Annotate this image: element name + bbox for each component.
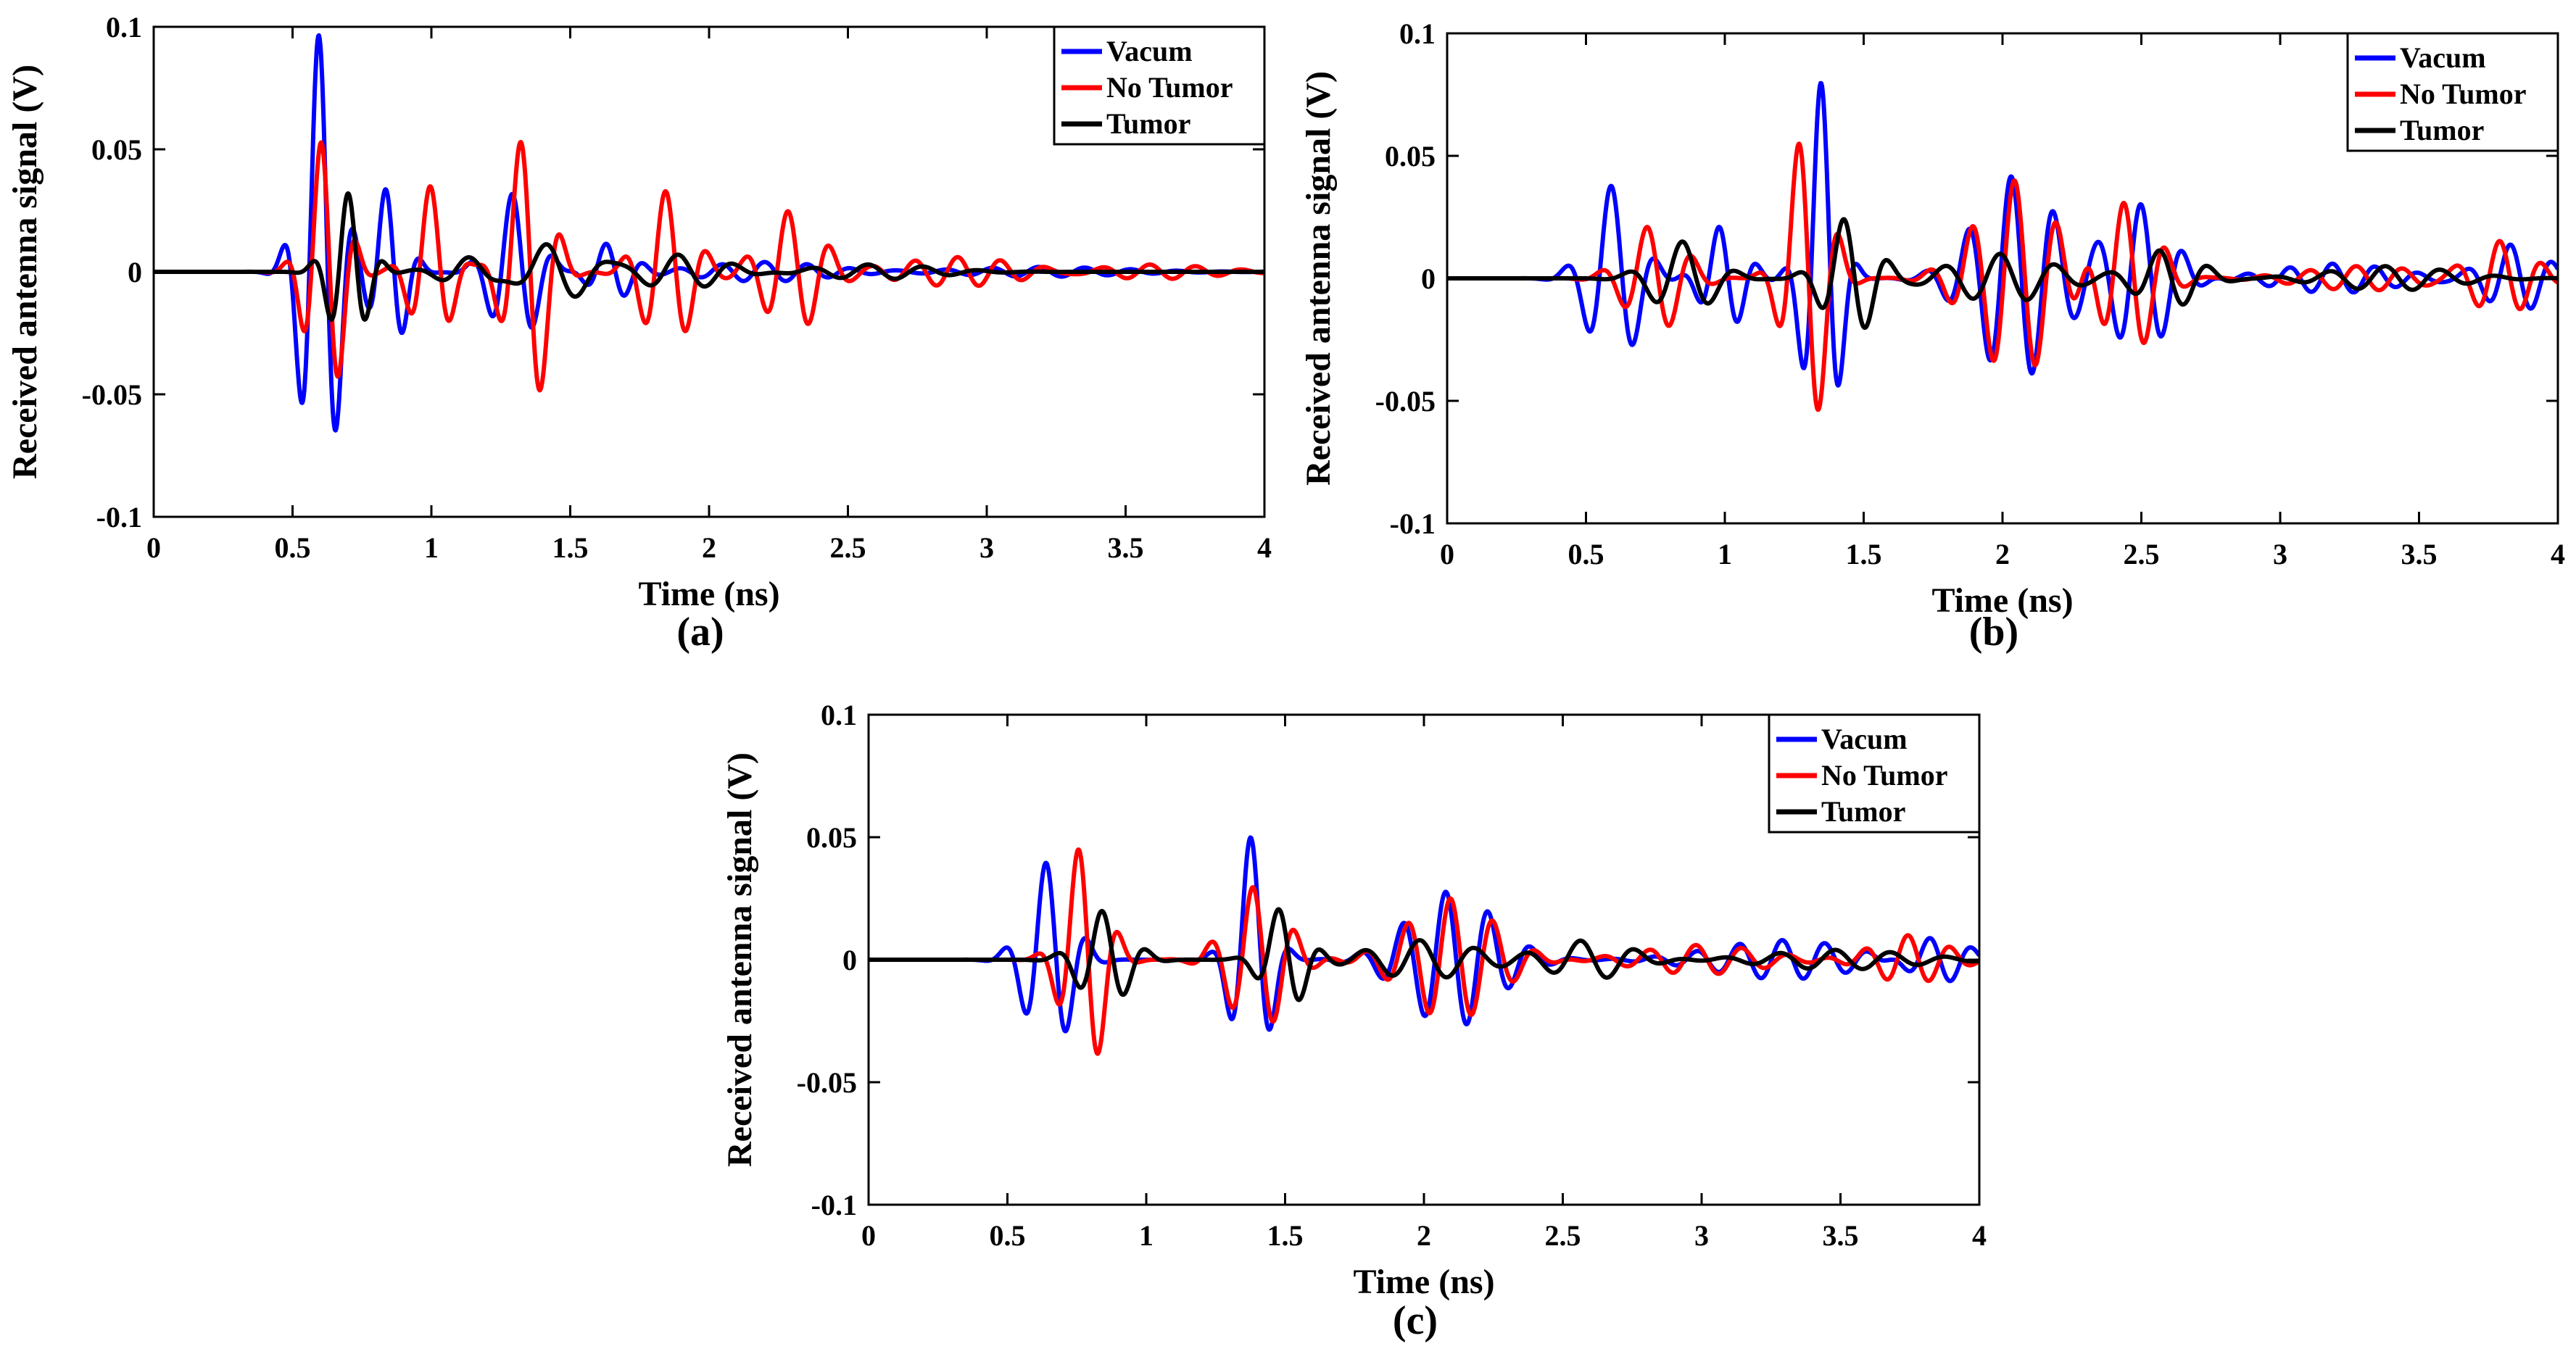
x-tick-label: 0.5 bbox=[1568, 538, 1604, 570]
y-tick-label: 0 bbox=[128, 256, 142, 288]
x-tick-label: 3 bbox=[2273, 538, 2287, 570]
series-line-no-tumor bbox=[154, 140, 1264, 393]
series-line-tumor bbox=[154, 191, 1264, 322]
y-tick-label: 0.05 bbox=[1385, 140, 1436, 173]
x-tick-label: 2 bbox=[702, 531, 716, 564]
x-tick-label: 1.5 bbox=[552, 531, 589, 564]
x-tick-label: 2.5 bbox=[2124, 538, 2160, 570]
x-tick-label: 3.5 bbox=[1108, 531, 1144, 564]
x-axis-label: Time (ns) bbox=[638, 575, 779, 613]
panel-label: (b) bbox=[1969, 610, 2018, 655]
x-tick-label: 0 bbox=[1440, 538, 1454, 570]
x-tick-label: 3.5 bbox=[2401, 538, 2438, 570]
series-line-no-tumor bbox=[1447, 141, 2558, 412]
panel-label: (a) bbox=[676, 610, 724, 655]
y-tick-label: -0.05 bbox=[82, 378, 142, 411]
y-axis-label: Received antenna signal (V) bbox=[721, 752, 759, 1167]
x-tick-label: 4 bbox=[1972, 1219, 1987, 1252]
legend: Vacum No Tumor Tumor bbox=[2346, 32, 2559, 152]
legend-entry: Tumor bbox=[1106, 107, 1190, 140]
y-tick-label: 0 bbox=[1421, 262, 1436, 295]
y-tick-label: 0.05 bbox=[806, 821, 857, 854]
y-axis-label: Received antenna signal (V) bbox=[6, 65, 44, 479]
y-tick-label: 0.1 bbox=[821, 699, 857, 731]
y-tick-label: -0.05 bbox=[797, 1066, 857, 1099]
x-tick-label: 0.5 bbox=[275, 531, 311, 564]
chart-panel-b: 0 0.5 1 1.5 2 2.5 3 3.5 4 -0.1 -0.05 0 0.05 0.1 Time (… bbox=[1299, 17, 2565, 655]
legend-entry: No Tumor bbox=[1821, 759, 1948, 792]
chart-panel-c: 0 0.5 1 1.5 2 2.5 3 3.5 4 -0.1 -0.05 0 0.05 0.1 Time (… bbox=[721, 699, 1987, 1343]
legend-entry: No Tumor bbox=[2400, 78, 2527, 110]
x-tick-label: 1 bbox=[1139, 1219, 1154, 1252]
series-line-tumor bbox=[1447, 217, 2558, 331]
legend-entry: Vacum bbox=[1821, 723, 1908, 755]
y-tick-label: -0.1 bbox=[811, 1189, 857, 1221]
series-line-tumor bbox=[869, 907, 1979, 1002]
x-tick-label: 0 bbox=[146, 531, 161, 564]
x-axis-label: Time (ns) bbox=[1931, 581, 2073, 620]
x-tick-label: 3.5 bbox=[1823, 1219, 1859, 1252]
chart-panel-a: 0 0.5 1 1.5 2 2.5 3 3.5 4 -0.1 -0.05 0 0.05 0.1 Time (… bbox=[6, 11, 1272, 655]
series-line-vacum bbox=[1447, 80, 2558, 388]
x-tick-label: 2.5 bbox=[830, 531, 866, 564]
x-tick-label: 1 bbox=[424, 531, 439, 564]
x-tick-label: 0.5 bbox=[990, 1219, 1026, 1252]
x-tick-label: 2 bbox=[1417, 1219, 1431, 1252]
x-tick-label: 1.5 bbox=[1846, 538, 1882, 570]
legend-entry: No Tumor bbox=[1106, 71, 1233, 104]
x-tick-label: 0 bbox=[861, 1219, 876, 1252]
series-line-vacum bbox=[869, 835, 1979, 1034]
x-tick-label: 2.5 bbox=[1545, 1219, 1581, 1252]
y-tick-label: 0 bbox=[842, 944, 857, 976]
legend-entry: Tumor bbox=[1821, 795, 1905, 828]
y-tick-label: -0.05 bbox=[1375, 385, 1436, 418]
y-axis-label: Received antenna signal (V) bbox=[1299, 71, 1338, 486]
y-tick-label: 0.1 bbox=[106, 11, 142, 43]
series-line-vacum bbox=[154, 33, 1264, 433]
x-tick-label: 3 bbox=[1694, 1219, 1709, 1252]
y-tick-label: 0.1 bbox=[1399, 17, 1436, 50]
y-tick-label: 0.05 bbox=[91, 133, 142, 166]
x-tick-label: 2 bbox=[1995, 538, 2010, 570]
legend-entry: Vacum bbox=[1106, 35, 1193, 67]
x-tick-label: 4 bbox=[2551, 538, 2565, 570]
x-tick-label: 1.5 bbox=[1267, 1219, 1304, 1252]
legend-entry: Vacum bbox=[2400, 41, 2486, 74]
panel-label: (c) bbox=[1393, 1298, 1438, 1343]
x-axis-label: Time (ns) bbox=[1353, 1263, 1494, 1301]
x-tick-label: 3 bbox=[980, 531, 994, 564]
legend-entry: Tumor bbox=[2400, 114, 2484, 146]
y-tick-label: -0.1 bbox=[96, 501, 142, 533]
x-tick-label: 1 bbox=[1718, 538, 1732, 570]
series-line-no-tumor bbox=[869, 847, 1979, 1056]
x-tick-label: 4 bbox=[1257, 531, 1272, 564]
y-tick-label: -0.1 bbox=[1390, 507, 1436, 540]
